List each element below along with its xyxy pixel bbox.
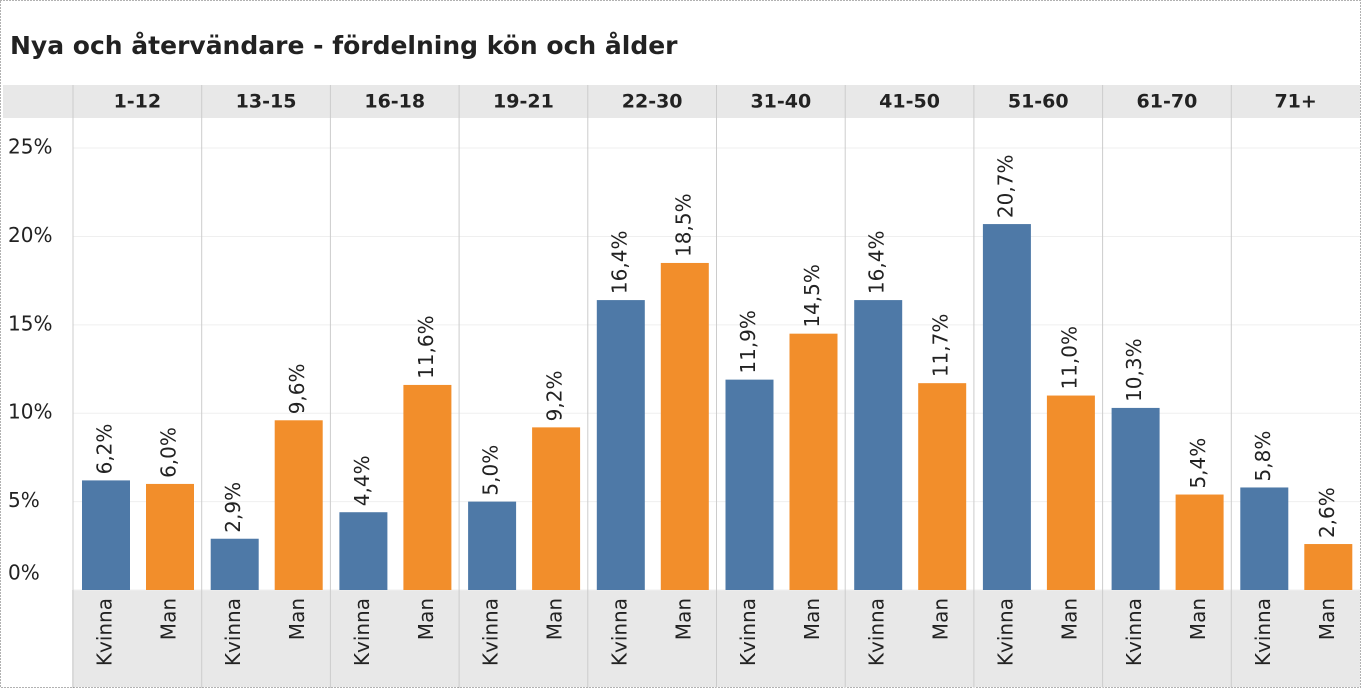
value-label: 20,7% bbox=[993, 155, 1017, 219]
value-label: 18,5% bbox=[671, 193, 695, 257]
bar bbox=[468, 501, 517, 590]
x-tick-label: Man bbox=[929, 598, 953, 640]
x-tick-label: Kvinna bbox=[479, 598, 503, 666]
bar bbox=[725, 379, 774, 590]
bar bbox=[596, 300, 645, 590]
x-tick-label: Man bbox=[671, 598, 695, 640]
x-tick-label: Kvinna bbox=[1251, 598, 1275, 666]
bar bbox=[1111, 407, 1160, 590]
bar bbox=[854, 300, 903, 590]
value-label: 9,2% bbox=[543, 371, 567, 422]
x-tick-label: Kvinna bbox=[221, 598, 245, 666]
group-label: 61-70 bbox=[1137, 91, 1198, 113]
value-label: 5,0% bbox=[479, 445, 503, 496]
value-label: 11,0% bbox=[1057, 326, 1081, 390]
bar bbox=[1304, 544, 1353, 590]
value-label: 5,8% bbox=[1251, 431, 1275, 482]
x-tick-label: Kvinna bbox=[1122, 598, 1146, 666]
bar bbox=[210, 538, 259, 590]
group-label: 41-50 bbox=[879, 91, 940, 113]
value-label: 4,4% bbox=[350, 455, 374, 506]
bar bbox=[403, 384, 452, 590]
value-label: 10,3% bbox=[1122, 338, 1146, 402]
x-tick-label: Man bbox=[1057, 598, 1081, 640]
y-tick-label: 5% bbox=[8, 488, 40, 512]
x-tick-label: Kvinna bbox=[993, 598, 1017, 666]
value-label: 14,5% bbox=[800, 264, 824, 328]
value-label: 16,4% bbox=[607, 231, 631, 295]
value-label: 11,6% bbox=[414, 315, 438, 379]
bar bbox=[918, 383, 967, 590]
bar bbox=[274, 420, 323, 590]
group-label: 51-60 bbox=[1008, 91, 1069, 113]
bar bbox=[1046, 395, 1095, 590]
group-label: 31-40 bbox=[750, 91, 811, 113]
y-tick-label: 20% bbox=[8, 223, 52, 247]
bar bbox=[1175, 494, 1224, 590]
value-label: 11,7% bbox=[929, 314, 953, 378]
x-tick-label: Kvinna bbox=[350, 598, 374, 666]
value-label: 16,4% bbox=[865, 231, 889, 295]
group-label: 22-30 bbox=[622, 91, 683, 113]
x-tick-label: Man bbox=[285, 598, 309, 640]
chart-title: Nya och återvändare - fördelning kön och… bbox=[10, 31, 678, 60]
value-label: 5,4% bbox=[1186, 438, 1210, 489]
x-tick-label: Kvinna bbox=[93, 598, 117, 666]
x-tick-label: Kvinna bbox=[736, 598, 760, 666]
y-tick-label: 15% bbox=[8, 311, 52, 335]
bar bbox=[789, 333, 838, 590]
bar bbox=[1240, 487, 1289, 590]
bar bbox=[339, 512, 388, 590]
group-label: 16-18 bbox=[364, 91, 425, 113]
value-label: 2,6% bbox=[1315, 487, 1339, 538]
y-tick-label: 0% bbox=[8, 561, 40, 585]
x-tick-label: Man bbox=[1315, 598, 1339, 640]
value-label: 6,0% bbox=[157, 427, 181, 478]
group-label: 71+ bbox=[1274, 91, 1316, 113]
value-label: 9,6% bbox=[285, 363, 309, 414]
bar bbox=[146, 483, 194, 590]
value-label: 11,9% bbox=[736, 310, 760, 374]
value-label: 6,2% bbox=[93, 424, 117, 475]
header-band bbox=[3, 85, 1360, 118]
bar bbox=[660, 262, 709, 590]
x-tick-label: Man bbox=[800, 598, 824, 640]
group-label: 19-21 bbox=[493, 91, 554, 113]
x-tick-label: Man bbox=[414, 598, 438, 640]
value-label: 2,9% bbox=[221, 482, 245, 533]
group-label: 1-12 bbox=[114, 91, 162, 113]
x-tick-label: Man bbox=[157, 598, 181, 640]
bar bbox=[532, 427, 581, 590]
y-tick-label: 25% bbox=[8, 135, 52, 159]
x-tick-label: Man bbox=[1186, 598, 1210, 640]
x-tick-label: Man bbox=[543, 598, 567, 640]
group-label: 13-15 bbox=[236, 91, 297, 113]
bar bbox=[982, 224, 1031, 590]
x-tick-label: Kvinna bbox=[607, 598, 631, 666]
x-tick-label: Kvinna bbox=[865, 598, 889, 666]
bar bbox=[82, 480, 130, 590]
y-tick-label: 10% bbox=[8, 400, 52, 424]
